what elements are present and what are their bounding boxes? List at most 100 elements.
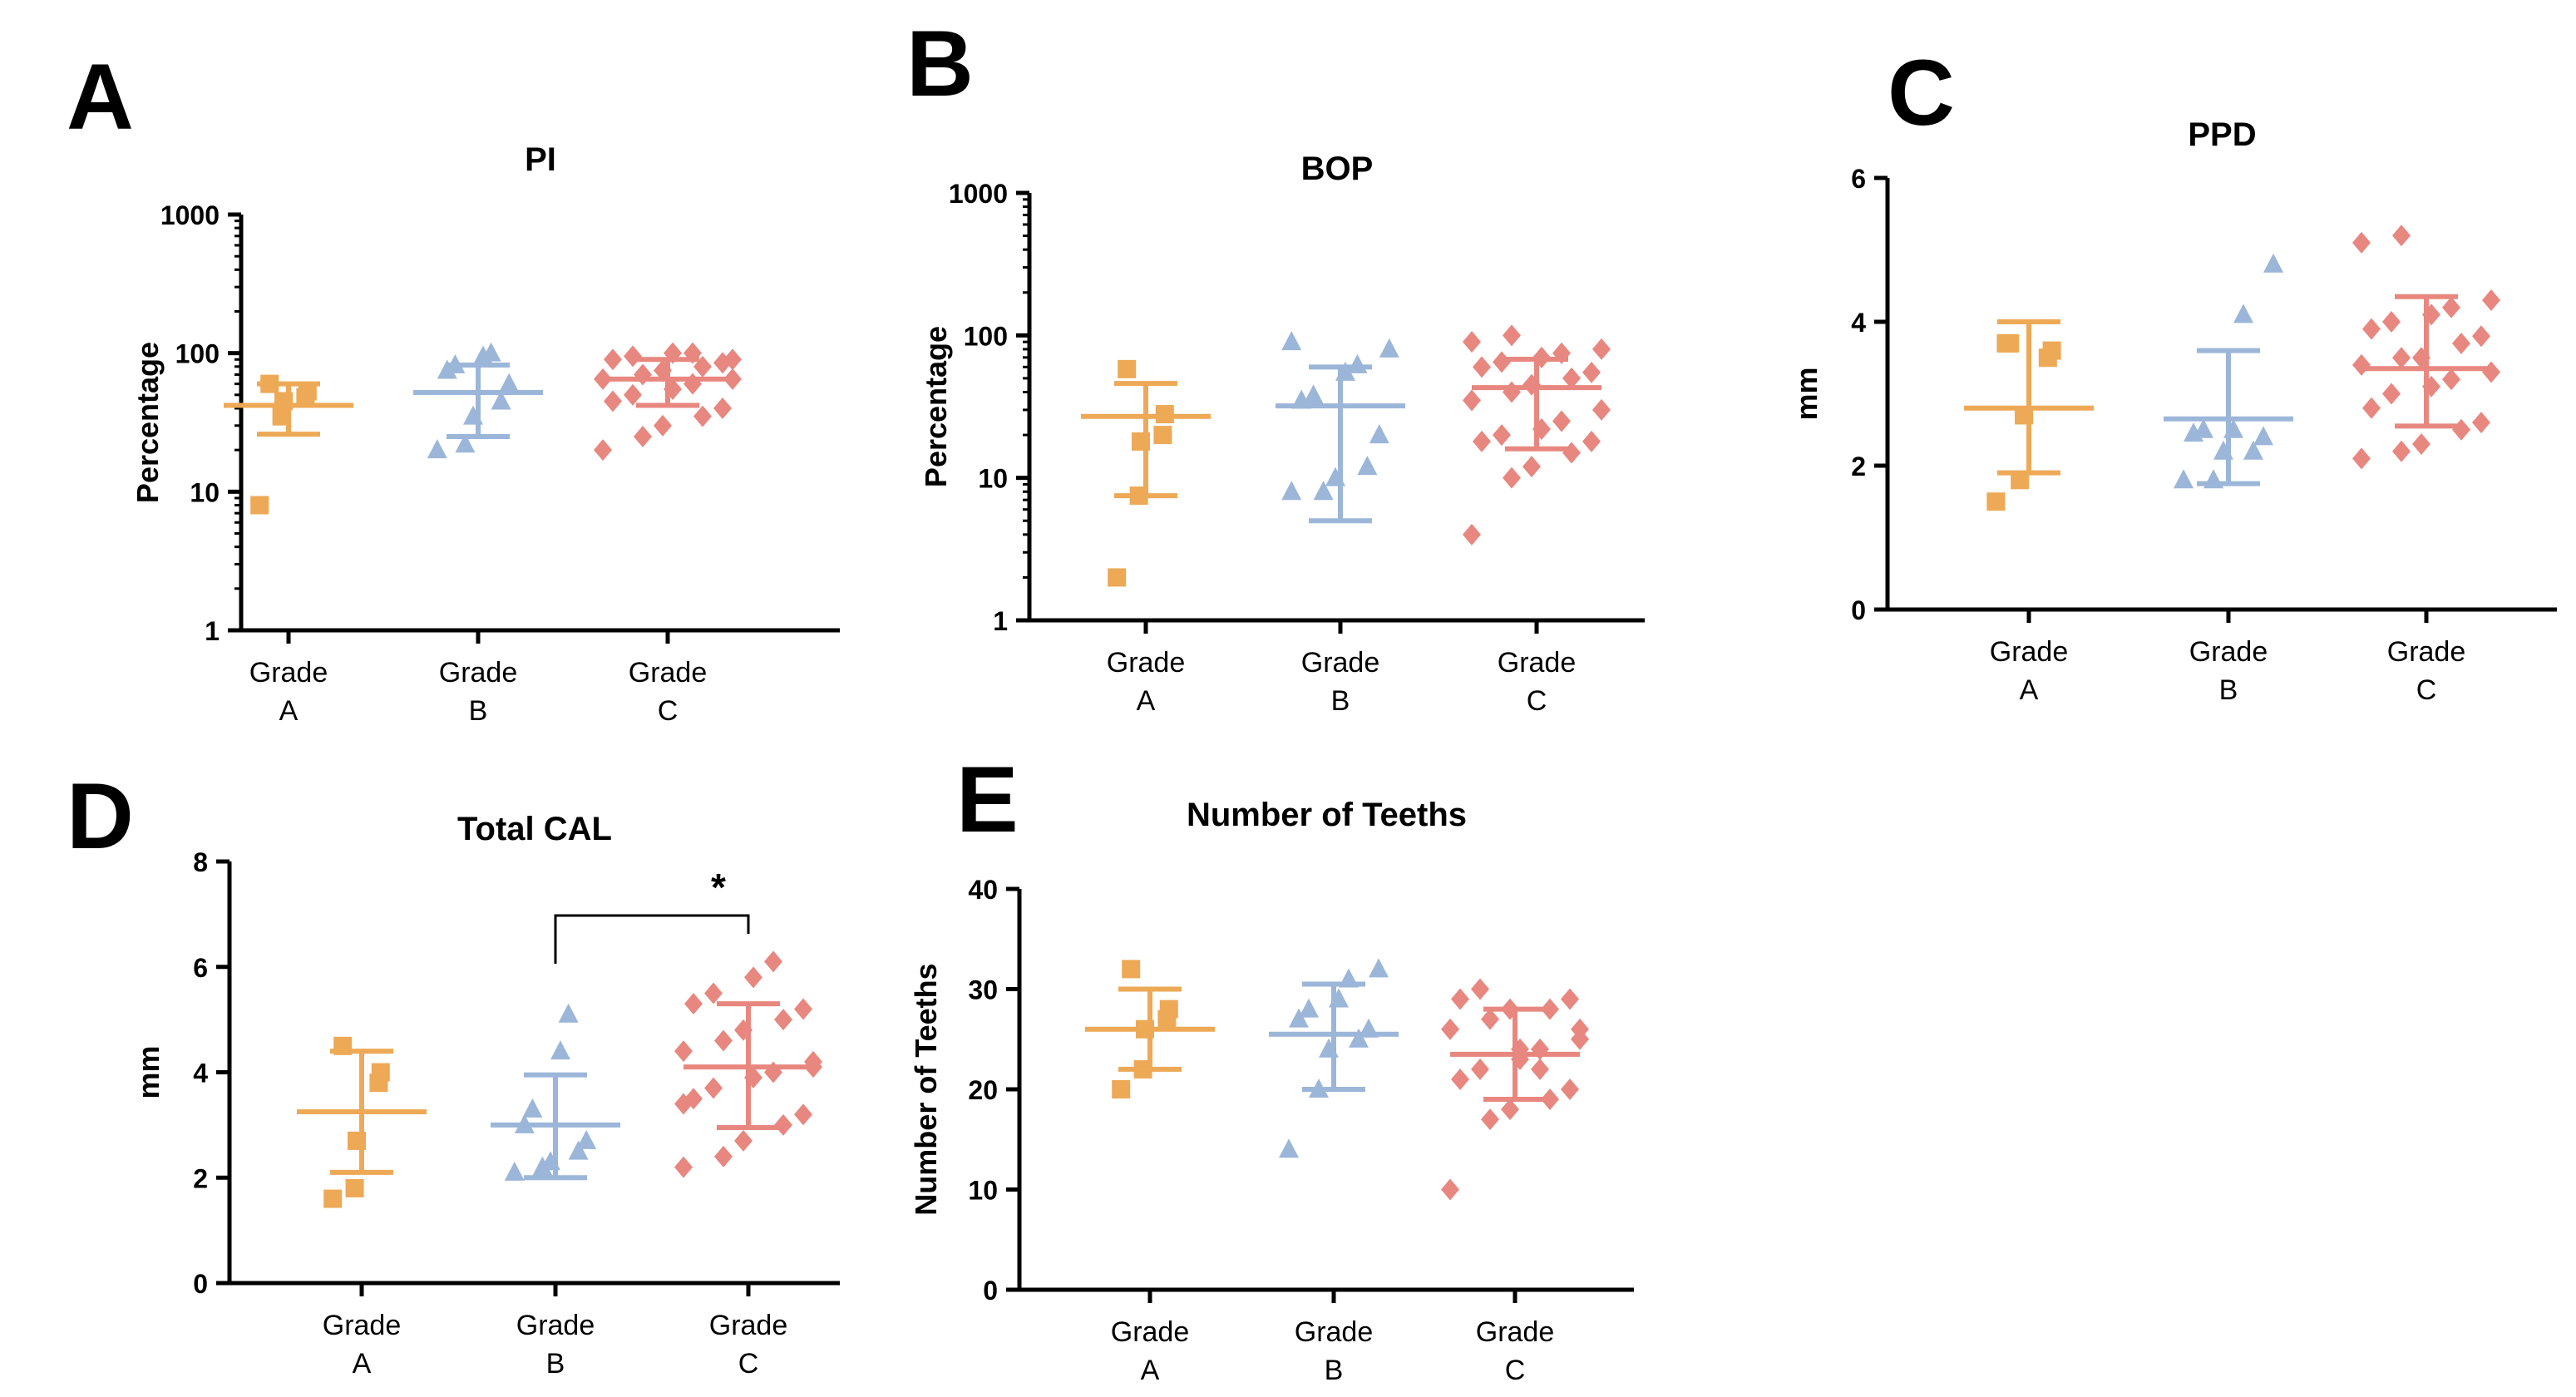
data-point bbox=[2382, 383, 2401, 405]
y-tick-label: 1 bbox=[205, 616, 220, 646]
data-point bbox=[2362, 397, 2381, 419]
y-tick-label: 40 bbox=[968, 875, 998, 905]
data-point bbox=[499, 373, 520, 392]
series-group bbox=[1441, 978, 1589, 1201]
data-point bbox=[774, 1113, 792, 1136]
data-point bbox=[2442, 368, 2460, 391]
panel-c: C PPD 0 2 4 6 mm Grade A Grade B Grade C bbox=[1789, 41, 2557, 706]
series-group bbox=[413, 342, 543, 459]
data-point bbox=[576, 1129, 597, 1149]
series-group bbox=[297, 1036, 427, 1208]
data-point bbox=[2352, 353, 2371, 376]
data-point bbox=[704, 982, 723, 1005]
data-point bbox=[2352, 447, 2371, 470]
y-tick-label: 0 bbox=[983, 1276, 998, 1306]
data-point bbox=[532, 1156, 553, 1176]
x-tick-label: B bbox=[1325, 1355, 1344, 1386]
data-point bbox=[1562, 442, 1581, 464]
data-point bbox=[345, 1178, 364, 1197]
data-point bbox=[1299, 998, 1319, 1018]
x-tick-label: A bbox=[2020, 674, 2039, 706]
chart-title: BOP bbox=[1301, 151, 1374, 187]
data-point bbox=[1562, 367, 1581, 389]
data-point bbox=[2382, 311, 2401, 333]
data-point bbox=[794, 1103, 812, 1126]
data-point bbox=[1112, 1080, 1131, 1098]
data-point bbox=[2452, 418, 2470, 441]
data-point bbox=[323, 1189, 343, 1208]
data-point bbox=[774, 1009, 792, 1031]
y-tick-label: 4 bbox=[193, 1059, 208, 1088]
data-point bbox=[2392, 347, 2411, 369]
x-tick-label: Grade bbox=[1990, 636, 2069, 668]
panel-a: A PI 1 10 100 1000 Percentage Grade A Grade B Grade… bbox=[67, 45, 840, 727]
x-tick-label: C bbox=[2416, 674, 2437, 706]
data-point bbox=[1481, 1008, 1499, 1030]
x-tick-label: A bbox=[1141, 1355, 1160, 1386]
chart-title: Number of Teeths bbox=[1187, 797, 1467, 833]
data-point bbox=[298, 382, 317, 401]
data-point bbox=[1571, 1018, 1589, 1040]
panel-b: B BOP 1 10 100 1000 Percentage Grade A Grade B Grad… bbox=[906, 12, 1645, 717]
y-tick-label: 1 bbox=[993, 606, 1008, 636]
data-point bbox=[491, 390, 511, 410]
data-point bbox=[1481, 1108, 1499, 1131]
data-point bbox=[1582, 361, 1601, 383]
data-point bbox=[683, 373, 702, 395]
data-point bbox=[455, 433, 476, 453]
data-point bbox=[734, 1129, 753, 1152]
y-tick-label: 100 bbox=[175, 339, 220, 369]
data-point bbox=[1357, 456, 1378, 476]
significance-bracket bbox=[554, 914, 750, 964]
series-group bbox=[224, 374, 353, 515]
data-point bbox=[2243, 440, 2263, 460]
data-point bbox=[1561, 988, 1579, 1010]
x-tick-label: A bbox=[279, 695, 299, 727]
y-tick-label: 6 bbox=[193, 953, 208, 983]
data-point bbox=[2194, 418, 2213, 438]
y-tick-label: 1000 bbox=[160, 200, 220, 230]
data-point bbox=[1522, 456, 1541, 478]
y-tick-label: 6 bbox=[1851, 164, 1866, 194]
data-point bbox=[2472, 412, 2490, 434]
data-point bbox=[250, 496, 269, 515]
series-group bbox=[674, 950, 822, 1178]
data-point bbox=[794, 998, 812, 1020]
significance-label: * bbox=[711, 866, 726, 909]
data-point bbox=[634, 426, 652, 448]
data-point bbox=[2392, 440, 2411, 462]
y-axis-label: mm bbox=[131, 1045, 165, 1098]
data-point bbox=[1347, 353, 1368, 373]
y-axis-label: Percentage bbox=[131, 342, 165, 503]
data-point bbox=[2442, 296, 2460, 318]
data-point bbox=[568, 1140, 589, 1160]
panel-e: E Number of Teeths 0 10 20 30 40 Number of Teet… bbox=[909, 748, 1634, 1386]
panel-letter: D bbox=[67, 764, 134, 868]
data-point bbox=[1582, 430, 1601, 452]
series-group bbox=[1269, 958, 1399, 1158]
x-tick-label: C bbox=[738, 1348, 759, 1380]
data-point bbox=[654, 414, 672, 437]
y-axis-label: Number of Teeths bbox=[909, 963, 943, 1215]
x-tick-label: Grade bbox=[439, 657, 518, 689]
data-point bbox=[1159, 1000, 1178, 1019]
data-point bbox=[674, 1156, 693, 1178]
data-point bbox=[1281, 331, 1302, 351]
x-tick-label: Grade bbox=[1295, 1316, 1374, 1348]
y-tick-label: 10 bbox=[978, 464, 1008, 494]
data-point bbox=[693, 405, 712, 427]
data-point bbox=[550, 1040, 570, 1060]
data-point bbox=[1451, 1068, 1469, 1090]
data-point bbox=[1463, 331, 1481, 353]
panel-letter: B bbox=[906, 12, 974, 116]
y-tick-label: 20 bbox=[968, 1075, 998, 1105]
data-point bbox=[1118, 359, 1137, 378]
data-point bbox=[2042, 341, 2061, 360]
series-group bbox=[2164, 253, 2293, 489]
data-point bbox=[1441, 1018, 1459, 1040]
data-point bbox=[674, 1040, 693, 1063]
data-point bbox=[1552, 410, 1571, 432]
data-point bbox=[558, 1003, 579, 1023]
data-point bbox=[1153, 426, 1172, 445]
data-point bbox=[1313, 481, 1334, 501]
